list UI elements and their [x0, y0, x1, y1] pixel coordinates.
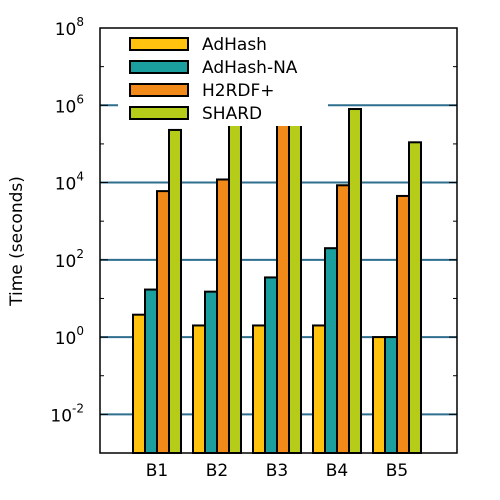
bar-adhash-b2	[192, 324, 206, 454]
bar-h2rdf--b5	[396, 194, 410, 454]
bar-h2rdf--b4	[336, 184, 350, 454]
y-tick-label: 102	[55, 247, 84, 272]
x-tick-labels: B1 B2 B3 B4 B5	[146, 461, 408, 481]
legend-label: SHARD	[202, 104, 262, 124]
bar-adhash-na-b1	[144, 288, 158, 454]
bar-h2rdf--b1	[156, 190, 170, 454]
y-tick-labels: 108 106 104 102 100 10-2	[50, 15, 84, 426]
x-tick-label: B2	[206, 461, 228, 481]
legend-swatch	[129, 60, 189, 74]
y-tick-label: 104	[55, 170, 84, 195]
x-tick-label: B4	[326, 461, 348, 481]
legend-swatch	[129, 83, 189, 97]
y-tick-label: 108	[55, 15, 84, 40]
bar-adhash-b4	[312, 324, 326, 454]
bar-adhash-b5	[372, 336, 386, 454]
bars	[132, 108, 422, 455]
bar-shard-b3	[288, 114, 302, 454]
plot-frame	[99, 27, 458, 454]
x-tick-label: B1	[146, 461, 168, 481]
legend: AdHash AdHash-NA H2RDF+ SHARD	[118, 32, 328, 126]
bar-adhash-b3	[252, 324, 266, 454]
bar-shard-b2	[228, 123, 242, 454]
y-ticks	[100, 27, 457, 454]
y-tick-label: 10-2	[50, 401, 84, 426]
legend-label: AdHash	[202, 35, 267, 55]
legend-swatch	[129, 106, 189, 120]
legend-label: AdHash-NA	[202, 58, 298, 78]
bar-adhash-b1	[132, 313, 146, 454]
legend-swatch	[129, 37, 189, 51]
x-tick-label: B5	[386, 461, 408, 481]
x-tick-label: B3	[266, 461, 288, 481]
legend-label: H2RDF+	[202, 81, 275, 101]
bar-shard-b4	[348, 108, 362, 455]
bar-adhash-na-b3	[264, 276, 278, 455]
bar-adhash-na-b4	[324, 247, 338, 454]
y-tick-label: 100	[55, 324, 84, 349]
y-axis-label: Time (seconds)	[7, 176, 27, 307]
y-tick-label: 106	[55, 92, 84, 117]
bar-h2rdf--b2	[216, 178, 230, 454]
bar-h2rdf--b3	[276, 121, 290, 455]
bar-adhash-na-b5	[384, 336, 398, 454]
bar-adhash-na-b2	[204, 290, 218, 455]
bar-shard-b5	[408, 141, 422, 455]
bar-shard-b1	[168, 128, 182, 455]
